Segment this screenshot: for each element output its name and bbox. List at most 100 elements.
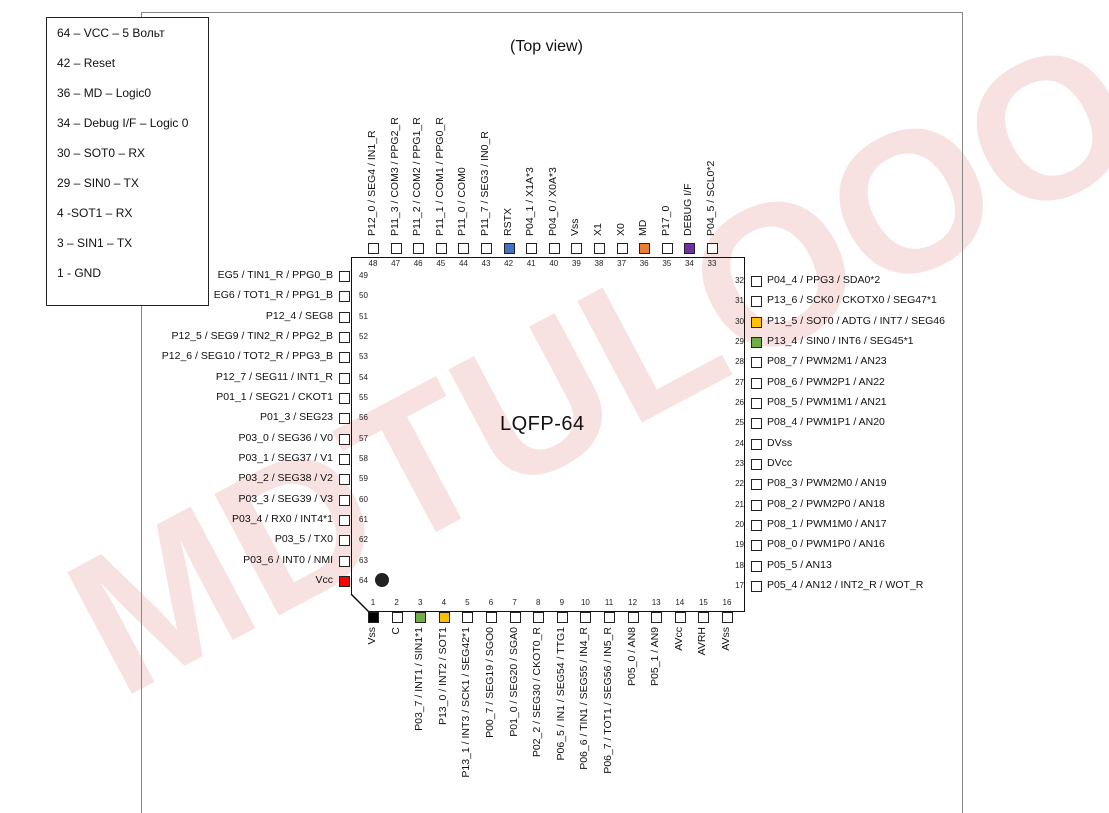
- pin-pad-32: [751, 276, 762, 287]
- pin-number-61: 61: [359, 514, 368, 524]
- pin-number-22: 22: [735, 479, 744, 489]
- pin-label-56: P01_3 / SEG23: [260, 411, 333, 424]
- pin-pad-55: [339, 392, 350, 404]
- pin-pad-21: [751, 499, 762, 511]
- pin-number-30: 30: [735, 316, 744, 326]
- legend-item: 3 – SIN1 – TX: [57, 236, 133, 250]
- pin-number-41: 41: [526, 259, 536, 268]
- pin-label-1: Vss: [366, 627, 378, 645]
- pin-label-43: P11_7 / SEG3 / IN0_R: [479, 131, 491, 236]
- pin-pad-18: [751, 560, 762, 572]
- view-title: (Top view): [510, 38, 583, 55]
- pin-number-24: 24: [735, 438, 744, 448]
- pin-pad-43: [481, 243, 492, 254]
- pin-label-41: P04_1 / X1A*3: [524, 167, 537, 236]
- pin-number-2: 2: [394, 598, 399, 607]
- pin-number-31: 31: [735, 296, 744, 306]
- pin-label-51: P12_4 / SEG8: [265, 309, 333, 322]
- pin-label-47: P11_3 / COM3 / PPG2_R: [388, 117, 401, 236]
- pin-label-38: X1: [592, 223, 604, 236]
- pin-pad-40: [548, 243, 560, 254]
- pin-label-22: P08_3 / PWM2M0 / AN19: [767, 477, 887, 490]
- pin-pad-64: [339, 575, 350, 587]
- pin-label-12: P05_0 / AN8: [625, 627, 638, 686]
- pin-label-11: P06_7 / TOT1 / SEG56 / IN5_R: [602, 627, 614, 774]
- pin-label-29: P13_4 / SIN0 / INT6 / SEG45*1: [767, 334, 914, 347]
- pin-number-53: 53: [359, 352, 368, 362]
- pin-pad-36: [639, 243, 651, 254]
- pin-number-1: 1: [370, 598, 376, 607]
- pin-pad-41: [526, 243, 538, 254]
- pin-number-49: 49: [359, 271, 368, 280]
- pin-pad-6: [486, 612, 497, 623]
- pin-pad-54: [339, 372, 350, 384]
- pin-number-37: 37: [617, 259, 627, 268]
- pin-number-33: 33: [707, 259, 717, 268]
- pin-label-54: P12_7 / SEG11 / INT1_R: [215, 370, 333, 383]
- pin-number-7: 7: [512, 598, 517, 607]
- pin-pad-20: [751, 519, 762, 531]
- pin-pad-13: [651, 612, 663, 623]
- pin-label-5: P13_1 / INT3 / SCK1 / SEG42*1: [460, 627, 473, 778]
- pin-number-13: 13: [651, 598, 661, 607]
- pin-label-14: AVcc: [672, 627, 685, 651]
- pin-label-35: P17_0: [659, 205, 672, 236]
- pin-pad-33: [707, 243, 718, 254]
- pin-label-20: P08_1 / PWM1M0 / AN17: [767, 517, 887, 530]
- pin-number-63: 63: [359, 555, 368, 565]
- pin-pad-31: [751, 296, 762, 308]
- pin-label-34: DEBUG I/F: [682, 183, 695, 236]
- pin-pad-2: [391, 612, 403, 623]
- pin-pad-61: [339, 514, 350, 526]
- pin-number-55: 55: [359, 392, 368, 402]
- pin-number-42: 42: [504, 259, 514, 268]
- pin-number-20: 20: [735, 519, 744, 529]
- pin-number-48: 48: [368, 259, 378, 268]
- pin-pad-37: [616, 243, 628, 254]
- pin-pad-63: [339, 555, 350, 567]
- pin-number-16: 16: [722, 598, 732, 607]
- pin-label-18: P05_5 / AN13: [767, 558, 832, 571]
- pin-pad-12: [627, 612, 639, 623]
- pin-pad-57: [339, 433, 350, 445]
- pin-label-40: P04_0 / X0A*3: [546, 167, 559, 236]
- pin-number-28: 28: [735, 357, 744, 367]
- pin-label-32: P04_4 / PPG3 / SDA0*2: [767, 274, 881, 286]
- chip-corner-bevel: [349, 594, 369, 614]
- datasheet-frame: [141, 12, 963, 813]
- pin-number-50: 50: [359, 291, 368, 301]
- pin-label-58: P03_1 / SEG37 / V1: [238, 451, 333, 464]
- pin-pad-44: [458, 243, 470, 254]
- pin-label-4: P13_0 / INT2 / SOT1: [436, 627, 449, 726]
- pin-pad-16: [722, 612, 733, 623]
- pin-label-6: P00_7 / SEG19 / SGO0: [484, 627, 496, 738]
- pin-pad-8: [533, 612, 545, 623]
- pin-number-18: 18: [735, 560, 744, 570]
- pin-label-57: P03_0 / SEG36 / V0: [238, 431, 333, 444]
- pin-label-26: P08_5 / PWM1M1 / AN21: [767, 395, 887, 408]
- pin-number-43: 43: [481, 259, 491, 268]
- pin-pad-27: [751, 377, 762, 389]
- pin1-indicator-dot: [375, 573, 389, 587]
- pin-label-63: P03_6 / INT0 / NMI: [243, 553, 333, 566]
- pin-pad-14: [674, 612, 686, 623]
- pin-label-24: DVss: [767, 436, 793, 449]
- pin-label-33: P04_5 / SCL0*2: [705, 160, 717, 236]
- pin-number-8: 8: [535, 598, 541, 607]
- pin-number-56: 56: [359, 413, 368, 423]
- legend-item: 30 – SOT0 – RX: [57, 146, 146, 160]
- pin-number-38: 38: [594, 259, 604, 268]
- pin-pad-34: [684, 243, 696, 254]
- pin-label-17: P05_4 / AN12 / INT2_R / WOT_R: [767, 578, 924, 591]
- pin-pad-51: [339, 311, 350, 323]
- pin-number-62: 62: [359, 535, 368, 545]
- pin-pad-17: [751, 580, 762, 592]
- pin-number-21: 21: [735, 499, 744, 509]
- pin-number-5: 5: [465, 598, 470, 607]
- pin-number-14: 14: [675, 598, 685, 607]
- pin-pad-47: [390, 243, 402, 254]
- pin-number-59: 59: [359, 474, 368, 484]
- pin-label-50: EG6 / TOT1_R / PPG1_B: [213, 289, 333, 302]
- pin-label-2: C: [389, 627, 402, 635]
- pin-label-49: EG5 / TIN1_R / PPG0_B: [217, 269, 333, 281]
